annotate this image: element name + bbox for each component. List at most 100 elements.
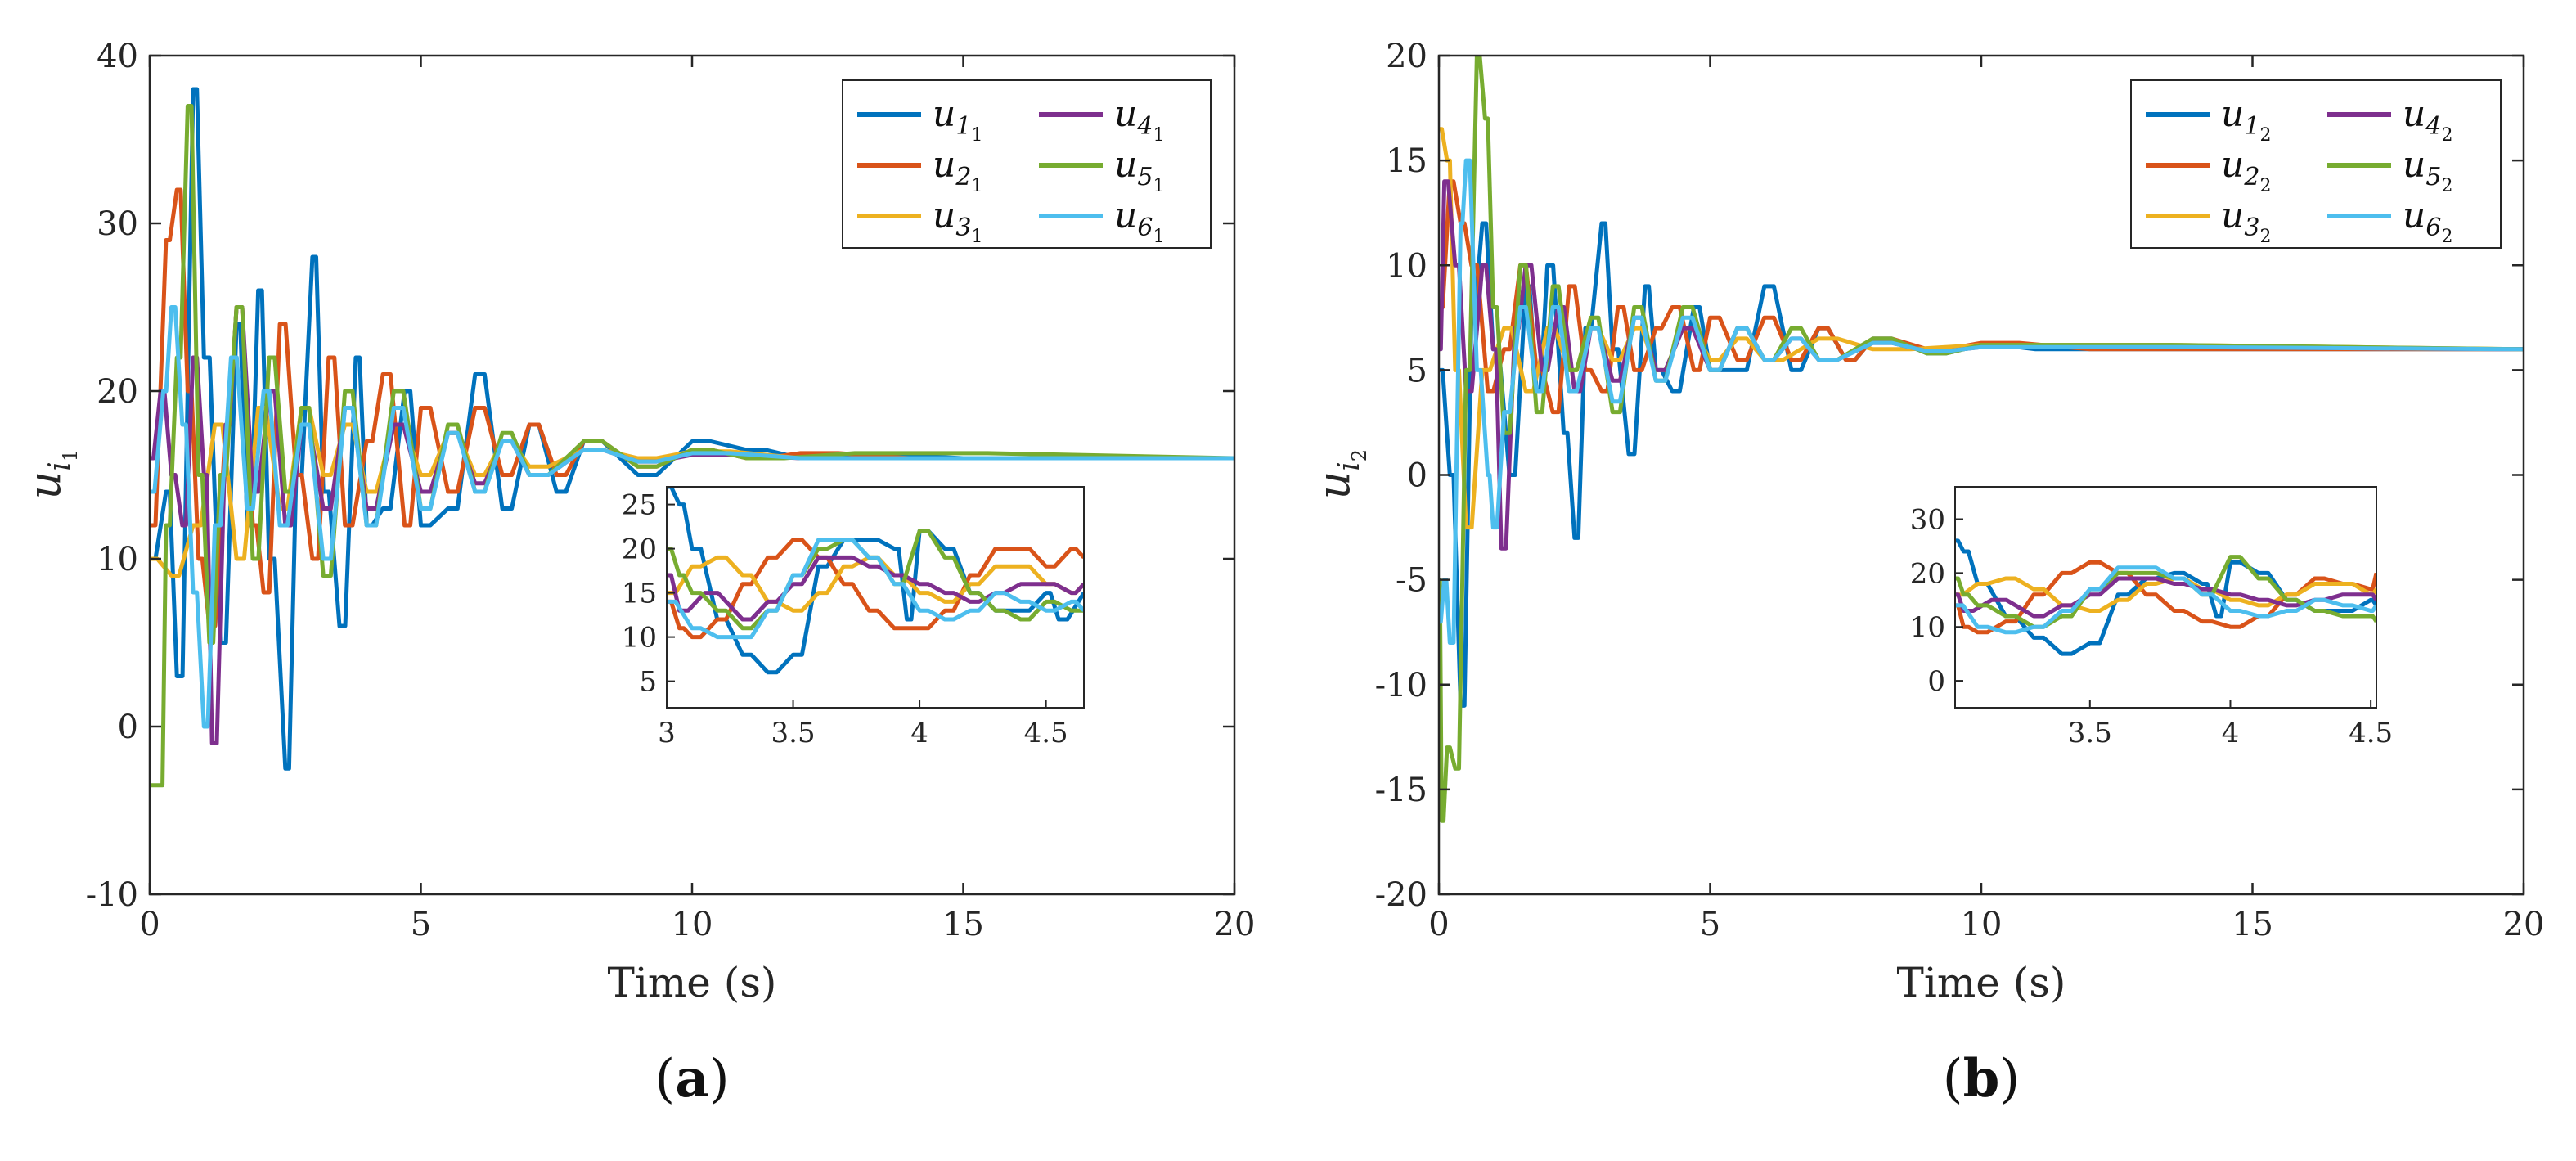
legend-label-subsub: 2 <box>2259 125 2271 146</box>
x-tick-label: 15 <box>2232 906 2273 943</box>
panel-paren-open: ( <box>654 1049 675 1109</box>
legend-label-sub: 2 <box>2243 163 2259 191</box>
y-label-subsub: 1 <box>59 449 82 461</box>
panel-letter: a <box>675 1048 708 1109</box>
legend-label-sub: 5 <box>1137 163 1153 191</box>
y-label-base: u <box>1308 471 1360 500</box>
legend-label-u22: u22 <box>2221 144 2271 196</box>
panel-paren-close: ) <box>709 1049 730 1109</box>
legend-label-subsub: 2 <box>2441 227 2452 247</box>
legend-label-subsub: 2 <box>2441 176 2452 196</box>
inset-box <box>666 486 1085 709</box>
legend-label-u62: u62 <box>2403 195 2452 247</box>
inset-y-tick-label: 30 <box>1910 504 1945 537</box>
y-tick-label: -10 <box>86 876 138 914</box>
y-label-subsub: 2 <box>1348 449 1371 461</box>
inset-series-group <box>1955 538 2376 656</box>
y-tick-label: -15 <box>1375 772 1427 809</box>
inset-y-tick-label: 20 <box>622 533 657 566</box>
series-line-u51 <box>150 104 1234 788</box>
legend-label-u52: u52 <box>2403 144 2452 196</box>
series-group <box>1439 56 2524 823</box>
inset-x-tick-label: 4.5 <box>2349 717 2393 749</box>
inset-series-line-u52 <box>1955 555 2376 629</box>
legend-label-base: u <box>933 93 955 135</box>
panel-label: (a) <box>654 1048 729 1109</box>
inset-plot: 3.5 4 4.5 0 10 20 30 <box>1910 486 2393 749</box>
y-axis-label-text: ui2 <box>1308 449 1371 500</box>
panel-letter: b <box>1963 1048 2000 1109</box>
legend-label-sub: 6 <box>2425 214 2441 242</box>
legend-label-sub: 1 <box>2244 112 2259 141</box>
panel-paren-close: ) <box>1999 1049 2020 1109</box>
series-line-u52 <box>1439 56 2524 823</box>
y-tick-label: 5 <box>1407 352 1427 389</box>
inset-y-tick-label: 0 <box>1927 665 1945 698</box>
inset-y-tick-label: 10 <box>622 622 657 655</box>
series-line-u22 <box>1439 179 2524 415</box>
legend-label-base: u <box>2403 195 2425 236</box>
inset-y-tick-label: 5 <box>639 666 657 699</box>
y-tick-label: -10 <box>1375 667 1427 704</box>
y-tick-label: 0 <box>1407 457 1427 495</box>
x-tick-label: 5 <box>1700 906 1720 943</box>
inset-box <box>1954 486 2377 709</box>
inset-series-line-u41 <box>667 555 1084 622</box>
series-line-u32 <box>1439 127 2524 530</box>
legend-label-base: u <box>2403 93 2425 135</box>
inset-plot: 3 3.5 4 4.5 5 10 15 20 25 <box>622 486 1085 749</box>
y-tick-label: -5 <box>1396 562 1427 600</box>
legend-label-sub: 4 <box>2425 112 2441 141</box>
legend-label-subsub: 1 <box>1153 125 1164 146</box>
legend-label-u51: u51 <box>1114 144 1164 196</box>
inset-area <box>667 487 1084 708</box>
legend-label-base: u <box>2403 144 2425 186</box>
legend-label-u12: u12 <box>2221 93 2271 146</box>
legend-label-subsub: 1 <box>971 227 982 247</box>
panel-paren-open: ( <box>1943 1049 1963 1109</box>
legend-label-u61: u61 <box>1114 195 1164 247</box>
legend-label-sub: 5 <box>2425 163 2441 191</box>
inset-series-line-u21 <box>667 538 1084 640</box>
y-axis-label: ui1 <box>19 449 82 500</box>
y-tick-label: 0 <box>118 709 138 746</box>
legend-label-u41: u41 <box>1114 93 1164 146</box>
legend-label-subsub: 1 <box>1153 227 1164 247</box>
inset-y-tick-label: 25 <box>622 489 657 522</box>
legend-label-base: u <box>1114 93 1137 135</box>
legend-label-base: u <box>933 144 955 186</box>
legend-label-subsub: 1 <box>971 125 982 146</box>
y-label-base: u <box>19 471 70 500</box>
series-group <box>150 87 1234 788</box>
y-label-sub: i <box>1333 461 1366 471</box>
y-axis-label: ui2 <box>1308 449 1371 500</box>
inset-x-tick-label: 3 <box>658 717 676 749</box>
series-line-u61 <box>150 305 1234 729</box>
x-axis-label: Time (s) <box>608 959 777 1006</box>
legend-label-sub: 3 <box>955 214 971 242</box>
legend-label-u42: u42 <box>2403 93 2452 146</box>
inset-x-tick-label: 4 <box>910 717 928 749</box>
legend-label-subsub: 2 <box>2259 227 2271 247</box>
inset-y-tick-label: 15 <box>622 578 657 610</box>
inset-series-line-u61 <box>667 538 1084 640</box>
legend-label-sub: 2 <box>955 163 971 191</box>
legend-label-sub: 4 <box>1136 112 1153 141</box>
inset-x-tick-label: 3.5 <box>2068 717 2112 749</box>
inset-area <box>1955 487 2376 708</box>
inset-series-group <box>667 487 1084 675</box>
legend-label-u11: u11 <box>933 93 982 146</box>
legend-label-subsub: 1 <box>1153 176 1164 196</box>
x-tick-label: 5 <box>411 906 431 943</box>
inset-series-line-u22 <box>1955 560 2376 635</box>
legend-label-subsub: 1 <box>971 176 982 196</box>
x-tick-label: 0 <box>1428 906 1449 943</box>
y-tick-label: 20 <box>97 373 138 411</box>
x-axis-label: Time (s) <box>1897 959 2066 1006</box>
inset-y-tick-label: 20 <box>1910 557 1945 590</box>
series-line-u62 <box>1439 158 2524 645</box>
legend-label-u32: u32 <box>2221 195 2271 247</box>
